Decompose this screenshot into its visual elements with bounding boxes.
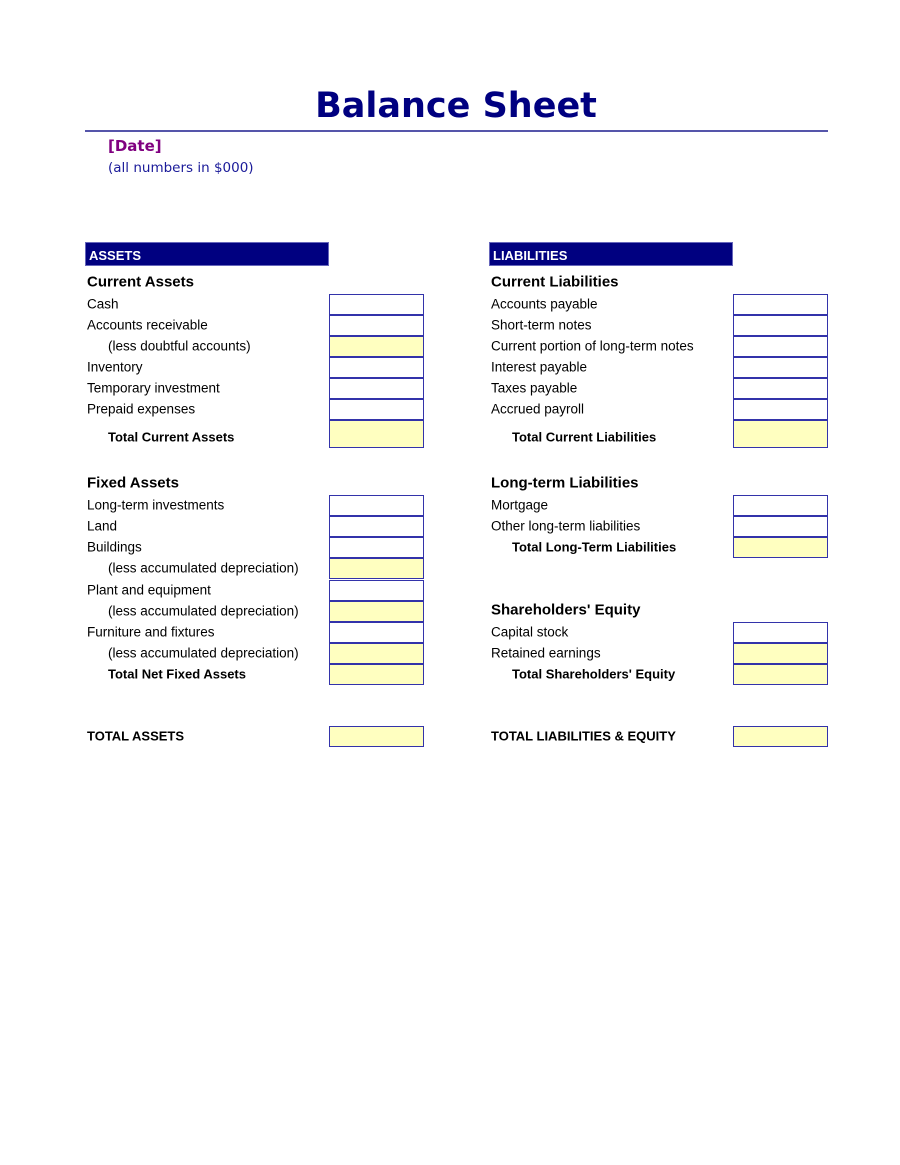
row-label: Total Net Fixed Assets: [108, 666, 246, 682]
row-label: Short-term notes: [491, 317, 592, 333]
value-input-cell[interactable]: [733, 314, 828, 336]
row-label: Total Long-Term Liabilities: [512, 539, 677, 555]
value-input-cell[interactable]: [733, 293, 828, 315]
value-input-cell[interactable]: [733, 356, 828, 378]
assets-header: ASSETS: [85, 242, 329, 266]
row-label: Cash: [87, 296, 119, 312]
row-label: (less accumulated depreciation): [108, 560, 299, 576]
row-label: Total Current Assets: [108, 429, 235, 445]
row-label: Accounts payable: [491, 296, 598, 312]
row-label: Taxes payable: [491, 380, 578, 396]
row-label: Furniture and fixtures: [87, 624, 215, 640]
total-value-cell[interactable]: [329, 600, 424, 622]
row-label: Capital stock: [491, 624, 569, 640]
row-label: Interest payable: [491, 359, 588, 375]
row-label: Total Shareholders' Equity: [512, 666, 676, 682]
total-value-cell[interactable]: [329, 419, 424, 448]
row-label: (less accumulated depreciation): [108, 645, 299, 661]
value-input-cell[interactable]: [733, 494, 828, 516]
value-input-cell[interactable]: [329, 356, 424, 378]
total-value-cell[interactable]: [329, 642, 424, 664]
row-label: TOTAL ASSETS: [87, 728, 185, 744]
section-heading: Current Assets: [87, 273, 194, 291]
total-value-cell[interactable]: [329, 725, 424, 747]
total-value-cell[interactable]: [733, 725, 828, 747]
value-input-cell[interactable]: [329, 494, 424, 516]
row-label: Accounts receivable: [87, 317, 208, 333]
row-label: Long-term investments: [87, 497, 225, 513]
total-value-cell[interactable]: [329, 335, 424, 357]
section-heading: Fixed Assets: [87, 474, 179, 492]
value-input-cell[interactable]: [329, 536, 424, 558]
value-input-cell[interactable]: [329, 579, 424, 601]
row-label: Mortgage: [491, 497, 549, 513]
row-label: (less doubtful accounts): [108, 338, 251, 354]
row-label: Prepaid expenses: [87, 401, 196, 417]
total-value-cell[interactable]: [329, 663, 424, 685]
title-divider: [85, 130, 828, 132]
row-label: Other long-term liabilities: [491, 518, 641, 534]
row-label: Plant and equipment: [87, 582, 211, 598]
row-label: Inventory: [87, 359, 143, 375]
section-heading: Long-term Liabilities: [491, 474, 639, 492]
value-input-cell[interactable]: [329, 293, 424, 315]
value-input-cell[interactable]: [733, 515, 828, 537]
row-label: Total Current Liabilities: [512, 429, 657, 445]
total-value-cell[interactable]: [733, 663, 828, 685]
units-note: (all numbers in $000): [108, 160, 254, 176]
value-input-cell[interactable]: [329, 377, 424, 399]
page-title: Balance Sheet: [315, 86, 597, 126]
value-input-cell[interactable]: [329, 515, 424, 537]
date-field[interactable]: [Date]: [108, 137, 162, 155]
row-label: Current portion of long-term notes: [491, 338, 694, 354]
section-heading: Shareholders' Equity: [491, 601, 641, 619]
value-input-cell[interactable]: [733, 335, 828, 357]
value-input-cell[interactable]: [733, 398, 828, 420]
total-value-cell[interactable]: [733, 642, 828, 664]
row-label: Buildings: [87, 539, 142, 555]
row-label: Retained earnings: [491, 645, 601, 661]
liabilities-header: LIABILITIES: [489, 242, 733, 266]
section-heading: Current Liabilities: [491, 273, 619, 291]
row-label: Temporary investment: [87, 380, 220, 396]
value-input-cell[interactable]: [733, 621, 828, 643]
value-input-cell[interactable]: [329, 621, 424, 643]
value-input-cell[interactable]: [329, 398, 424, 420]
row-label: Accrued payroll: [491, 401, 585, 417]
row-label: TOTAL LIABILITIES & EQUITY: [491, 728, 676, 744]
row-label: (less accumulated depreciation): [108, 603, 299, 619]
total-value-cell[interactable]: [733, 419, 828, 448]
value-input-cell[interactable]: [733, 377, 828, 399]
total-value-cell[interactable]: [733, 536, 828, 558]
total-value-cell[interactable]: [329, 557, 424, 579]
value-input-cell[interactable]: [329, 314, 424, 336]
row-label: Land: [87, 518, 118, 534]
